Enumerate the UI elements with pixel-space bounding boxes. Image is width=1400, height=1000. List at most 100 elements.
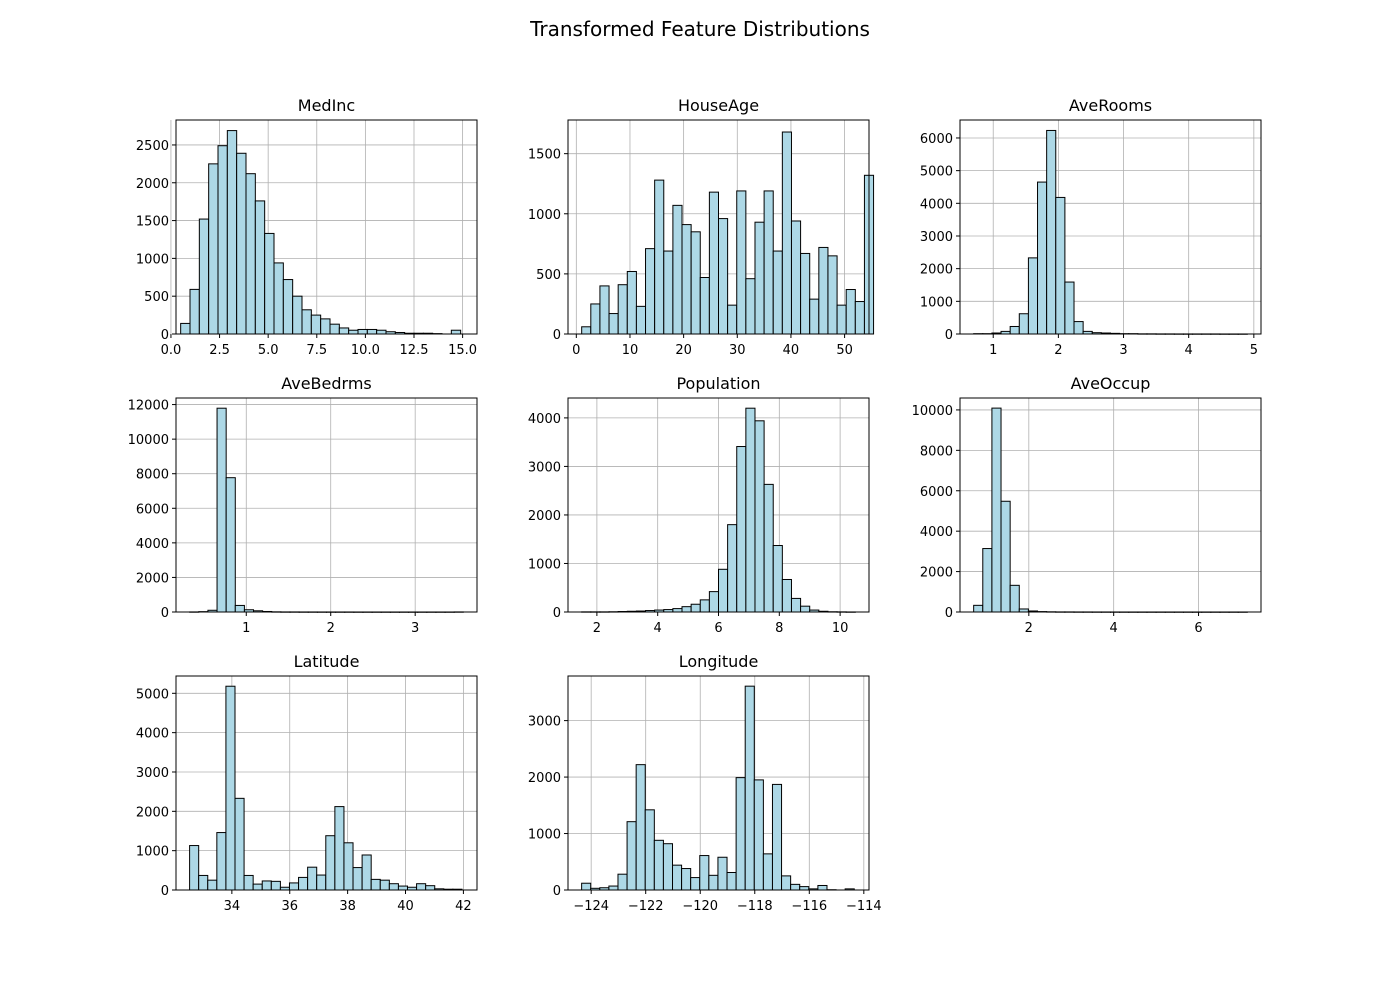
histogram-bar (690, 603, 701, 613)
histogram-bar (717, 856, 728, 891)
histogram-bar (208, 163, 219, 335)
histogram-bar (736, 190, 747, 335)
histogram-bar (198, 874, 209, 891)
x-tick-label: −114 (846, 899, 882, 914)
histogram-bar (672, 204, 683, 335)
histogram-bar (376, 329, 387, 335)
x-tick-label: 1 (989, 343, 997, 358)
histogram-bar (763, 190, 774, 335)
histogram-bar (817, 884, 828, 891)
y-tick-label: 500 (536, 268, 561, 283)
x-tick-label: 42 (455, 899, 472, 914)
histogram-bar (617, 873, 628, 891)
histogram-bar (245, 173, 256, 335)
histogram-bar (234, 797, 245, 891)
histogram-bar (718, 568, 729, 613)
histogram-bar (180, 322, 191, 335)
histogram-bar (727, 524, 738, 613)
histogram-bar (753, 779, 764, 891)
x-tick-label: 40 (783, 343, 800, 358)
histogram-bar (663, 250, 674, 335)
histogram-bar (608, 313, 619, 335)
y-axis: 0 1000 2000 3000 4000 5000 (136, 687, 176, 899)
y-axis: 0 500 1000 1500 (528, 148, 568, 343)
histogram-bar (397, 885, 409, 891)
histogram-bar (763, 483, 774, 613)
histogram-bar (581, 326, 592, 335)
y-tick-label: 5000 (136, 687, 169, 702)
y-tick-label: 8000 (920, 444, 953, 459)
histogram-bar (672, 608, 683, 613)
y-tick-label: 6000 (920, 485, 953, 500)
x-axis: 0.0 2.5 5.0 7.5 10.0 12.5 15.0 (161, 334, 477, 358)
subplot-longitude: Longitude −124 −122 −120 −118 −116 −114 0 1000 20… (528, 652, 882, 914)
histogram-bar (781, 578, 792, 613)
x-axis: 1 2 3 4 5 (989, 334, 1258, 358)
histogram-bar (1055, 196, 1066, 335)
x-tick-label: −124 (573, 899, 609, 914)
y-axis: 0 1000 2000 3000 4000 5000 6000 (920, 132, 960, 343)
histogram-bar (699, 599, 710, 613)
y-tick-label: 1000 (528, 557, 561, 572)
y-axis: 0 500 1000 1500 2000 2500 (136, 139, 176, 343)
axes-frame (959, 119, 1262, 335)
axes-frame (959, 397, 1262, 613)
x-tick-label: 12.5 (400, 343, 429, 358)
histogram-bar (1000, 500, 1011, 613)
histogram-bar (273, 262, 284, 335)
histogram-bar (307, 866, 318, 891)
histogram-bar (718, 218, 729, 335)
histogram-bar (654, 179, 665, 335)
histogram-bar (836, 304, 847, 335)
x-tick-label: 6 (1194, 621, 1202, 636)
histogram-bar (243, 874, 254, 891)
histogram-bar (216, 407, 227, 613)
histogram-bar (292, 295, 303, 335)
subplot-latitude: Latitude 34 36 38 40 42 0 1000 2000 3000 4000 5000 (136, 652, 478, 914)
y-tick-label: 2000 (528, 509, 561, 524)
x-axis: 0 10 20 30 40 50 (572, 334, 853, 358)
histogram-bar (681, 224, 692, 335)
x-tick-label: 40 (397, 899, 414, 914)
y-tick-label: 2000 (136, 177, 169, 192)
y-tick-label: 0 (161, 328, 169, 343)
histogram-bar (818, 246, 829, 335)
x-tick-label: 3 (411, 621, 419, 636)
histogram-bar (370, 878, 381, 891)
histogram-bar (590, 303, 601, 335)
subplot-avebedrms: AveBedrms 1 2 3 0 2000 4000 6000 8000 10000 12000 (128, 374, 478, 636)
histogram-bar (226, 130, 238, 335)
histogram-bar (662, 843, 674, 891)
x-tick-label: 4 (654, 621, 662, 636)
histogram-bar (809, 298, 820, 335)
histogram-bar (352, 867, 363, 891)
histogram-bar (644, 809, 655, 891)
histogram-bar (790, 883, 801, 891)
histogram-bar (270, 880, 281, 891)
gridlines (568, 676, 869, 891)
y-tick-label: 0 (553, 884, 561, 899)
x-axis: 2 4 6 (1025, 612, 1203, 636)
y-tick-label: 500 (144, 290, 169, 305)
histogram-bar (973, 604, 984, 613)
histogram-bar (736, 446, 747, 613)
histogram-bar (264, 232, 275, 335)
subplot-title: AveOccup (1071, 374, 1151, 393)
x-axis: 1 2 3 (242, 612, 419, 636)
histogram-bar (626, 821, 637, 891)
histogram-bar (762, 853, 773, 891)
x-tick-label: 5 (1250, 343, 1258, 358)
histogram-bar (216, 832, 227, 891)
histogram-bar (581, 882, 592, 891)
figure-title: Transformed Feature Distributions (529, 17, 870, 41)
subplot-title: Latitude (294, 652, 360, 671)
x-tick-label: 36 (281, 899, 298, 914)
y-tick-label: 6000 (136, 502, 169, 517)
histogram-bars (581, 407, 856, 613)
y-tick-label: 4000 (136, 537, 169, 552)
histogram-bar (252, 883, 263, 891)
histogram-bar (845, 289, 856, 335)
histogram-bar (357, 328, 368, 335)
histogram-bars (581, 131, 875, 335)
